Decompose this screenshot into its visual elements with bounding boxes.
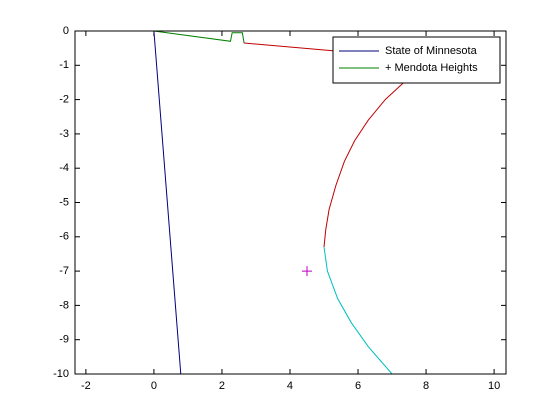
x-tick-label: 8: [423, 380, 429, 392]
y-tick-label: -4: [59, 162, 69, 174]
y-tick-label: 0: [63, 25, 69, 37]
x-tick-label: 2: [219, 380, 225, 392]
y-tick-label: -8: [59, 299, 69, 311]
legend-box: [332, 36, 501, 84]
legend-label: State of Minnesota: [385, 45, 478, 57]
series-line: [153, 30, 245, 44]
series-line: [323, 247, 393, 375]
y-tick-label: -7: [59, 265, 69, 277]
x-tick-label: -2: [81, 380, 91, 392]
x-tick-label: 10: [488, 380, 500, 392]
point-marker: [301, 266, 312, 277]
x-tick-label: 6: [355, 380, 361, 392]
y-tick-label: -10: [53, 368, 69, 380]
y-tick-label: -3: [59, 128, 69, 140]
series-line: [153, 30, 182, 375]
y-tick-label: -9: [59, 334, 69, 346]
legend-label: + Mendota Heights: [385, 62, 478, 74]
y-tick-label: -6: [59, 231, 69, 243]
plot-area: [75, 31, 506, 374]
x-tick-label: 4: [287, 380, 293, 392]
axes-box: [74, 30, 507, 375]
y-tick-label: -1: [59, 59, 69, 71]
y-tick-label: -2: [59, 94, 69, 106]
x-tick-label: 0: [151, 380, 157, 392]
y-tick-label: -5: [59, 196, 69, 208]
